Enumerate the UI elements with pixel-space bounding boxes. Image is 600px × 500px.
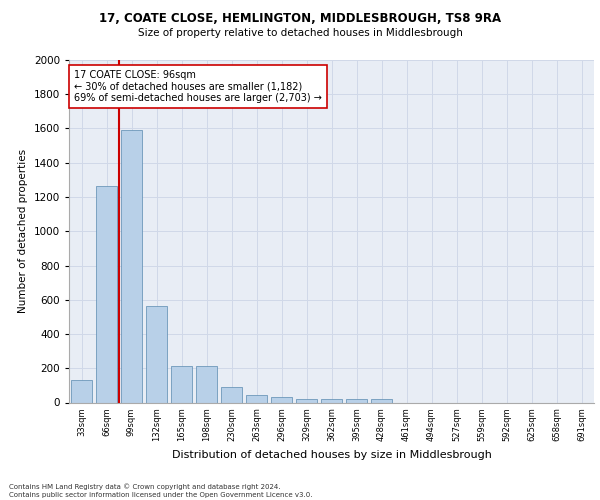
Bar (171, 366, 192, 403)
Bar (196, 366, 217, 403)
Bar (321, 399, 342, 402)
Text: 17 COATE CLOSE: 96sqm
← 30% of detached houses are smaller (1,182)
69% of semi-d: 17 COATE CLOSE: 96sqm ← 30% of detached … (74, 70, 322, 104)
Bar (271, 398, 292, 402)
Bar (221, 387, 242, 402)
Text: Contains HM Land Registry data © Crown copyright and database right 2024.
Contai: Contains HM Land Registry data © Crown c… (9, 484, 313, 498)
Text: 17, COATE CLOSE, HEMLINGTON, MIDDLESBROUGH, TS8 9RA: 17, COATE CLOSE, HEMLINGTON, MIDDLESBROU… (99, 12, 501, 26)
Bar (121, 130, 142, 402)
X-axis label: Distribution of detached houses by size in Middlesbrough: Distribution of detached houses by size … (172, 450, 491, 460)
Bar (71, 380, 92, 402)
Bar (371, 399, 392, 402)
Bar (346, 399, 367, 402)
Bar (96, 186, 117, 402)
Y-axis label: Number of detached properties: Number of detached properties (18, 149, 28, 314)
Bar (146, 306, 167, 402)
Text: Size of property relative to detached houses in Middlesbrough: Size of property relative to detached ho… (137, 28, 463, 38)
Bar (246, 395, 267, 402)
Bar (296, 399, 317, 402)
